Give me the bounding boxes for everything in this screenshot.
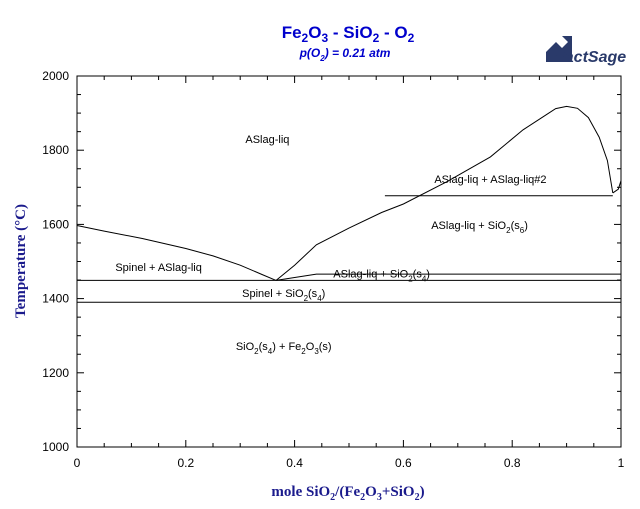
x-tick-label: 0	[74, 456, 81, 470]
y-tick-label: 2000	[42, 69, 69, 83]
x-tick-label: 0.6	[395, 456, 412, 470]
y-tick-label: 1200	[42, 366, 69, 380]
phase-boundary-4	[276, 273, 621, 281]
region-label-5: Spinel + SiO2(s4)	[242, 288, 325, 303]
region-label-3: Spinel + ASlag-liq	[115, 262, 202, 274]
y-tick-label: 1000	[42, 440, 69, 454]
region-label-0: ASlag-liq	[245, 134, 289, 146]
phase-region-labels: ASlag-liq ASlag-liq + ASlag-liq#2 ASlag-li…	[115, 134, 546, 356]
x-tick-label: 1	[618, 456, 625, 470]
region-label-4: ASlag-liq + SiO2(s4)	[333, 268, 430, 283]
region-label-6: SiO2(s4) + Fe2O3(s)	[236, 341, 332, 356]
chart-subtitle: p(O2) = 0.21 atm	[299, 46, 391, 63]
y-tick-label: 1400	[42, 292, 69, 306]
y-tick-label: 1600	[42, 217, 69, 231]
region-label-1: ASlag-liq + ASlag-liq#2	[434, 174, 546, 186]
x-tick-label: 0.4	[286, 456, 303, 470]
x-tick-label: 0.2	[177, 456, 194, 470]
phase-boundaries	[76, 105, 622, 303]
tick-labels: 0 0.2 0.4 0.6 0.8 1 1000 1200 1400 1600 1800 2000	[42, 69, 624, 470]
y-axis-label: Temperature (°C)	[13, 204, 29, 318]
x-tick-label: 0.8	[504, 456, 521, 470]
svg-text:FactSage: FactSage	[555, 49, 626, 66]
axis-ticks	[76, 75, 622, 448]
region-label-2: ASlag-liq + SiO2(s6)	[431, 220, 528, 235]
y-tick-label: 1800	[42, 143, 69, 157]
phase-boundary-1	[275, 105, 614, 281]
x-axis-label: mole SiO2/(Fe2O3+SiO2)	[271, 484, 424, 503]
phase-boundary-0	[76, 225, 277, 281]
phase-boundary-2	[612, 180, 622, 194]
chart-title: Fe2O3 - SiO2 - O2	[282, 23, 415, 45]
factsage-logo: FactSage	[546, 36, 626, 66]
